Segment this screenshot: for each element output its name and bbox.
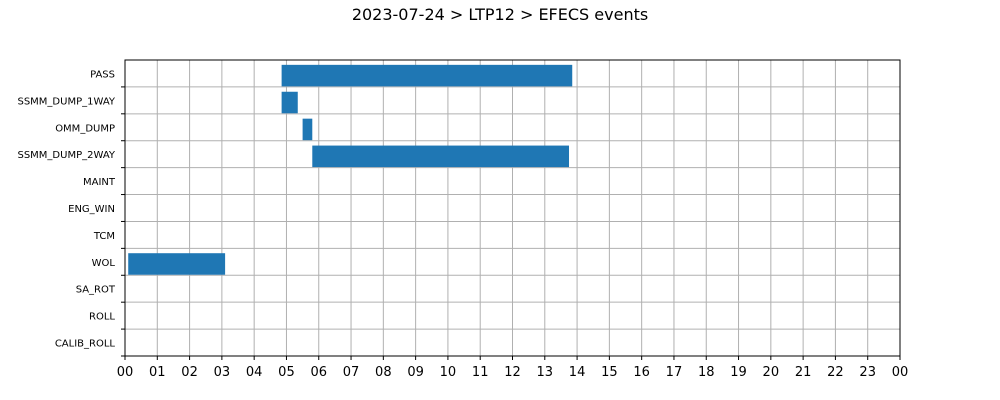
y-tick-label: ENG_WIN bbox=[68, 204, 115, 215]
x-tick-label: 03 bbox=[214, 365, 231, 380]
x-tick-label: 15 bbox=[601, 365, 618, 380]
x-tick-label: 13 bbox=[537, 365, 554, 380]
x-tick-label: 08 bbox=[375, 365, 392, 380]
y-tick-label: WOL bbox=[92, 258, 116, 269]
x-tick-label: 16 bbox=[633, 365, 650, 380]
event-bar-ssmm-dump-1way bbox=[281, 91, 298, 114]
y-tick-label: TCM bbox=[93, 231, 115, 242]
y-tick-label: OMM_DUMP bbox=[55, 123, 115, 134]
x-tick-label: 19 bbox=[730, 365, 747, 380]
x-tick-label: 20 bbox=[763, 365, 780, 380]
x-tick-label: 14 bbox=[569, 365, 586, 380]
x-tick-label: 21 bbox=[795, 365, 812, 380]
x-tick-label: 04 bbox=[246, 365, 263, 380]
x-tick-label: 09 bbox=[407, 365, 424, 380]
event-bar-ssmm-dump-2way bbox=[312, 145, 570, 168]
y-tick-label: SSMM_DUMP_1WAY bbox=[17, 96, 115, 107]
grid bbox=[124, 60, 901, 356]
x-tick-label: 23 bbox=[859, 365, 876, 380]
x-tick-label: 17 bbox=[666, 365, 683, 380]
x-tick-label: 06 bbox=[310, 365, 327, 380]
event-bar-omm-dump bbox=[302, 118, 313, 141]
x-tick-label: 01 bbox=[149, 365, 166, 380]
x-tick-label: 00 bbox=[117, 365, 134, 380]
y-tick-label: MAINT bbox=[83, 177, 116, 188]
x-tick-label: 02 bbox=[181, 365, 198, 380]
x-tick-label: 00 bbox=[892, 365, 909, 380]
y-axis: PASS SSMM_DUMP_1WAY OMM_DUMP SSMM_DUMP_2WAY… bbox=[17, 69, 125, 357]
y-tick-label: SA_ROT bbox=[76, 285, 116, 296]
event-bar-pass bbox=[281, 64, 573, 87]
y-tick-label: PASS bbox=[90, 69, 115, 80]
event-bars bbox=[128, 64, 573, 275]
x-tick-label: 22 bbox=[827, 365, 844, 380]
y-tick-label: SSMM_DUMP_2WAY bbox=[17, 150, 115, 161]
x-tick-label: 12 bbox=[504, 365, 521, 380]
x-tick-label: 18 bbox=[698, 365, 715, 380]
y-tick-label: ROLL bbox=[89, 312, 115, 323]
x-tick-label: 11 bbox=[472, 365, 489, 380]
x-tick-label: 10 bbox=[440, 365, 457, 380]
x-tick-label: 05 bbox=[278, 365, 295, 380]
x-axis: 00 01 02 03 04 05 06 07 08 09 10 11 12 13 14 15 16 17 18 19… bbox=[117, 356, 909, 380]
y-tick-label: CALIB_ROLL bbox=[55, 339, 116, 350]
event-bar-wol bbox=[128, 253, 226, 275]
chart-title: 2023-07-24 > LTP12 > EFECS events bbox=[351, 5, 649, 24]
x-tick-label: 07 bbox=[343, 365, 360, 380]
